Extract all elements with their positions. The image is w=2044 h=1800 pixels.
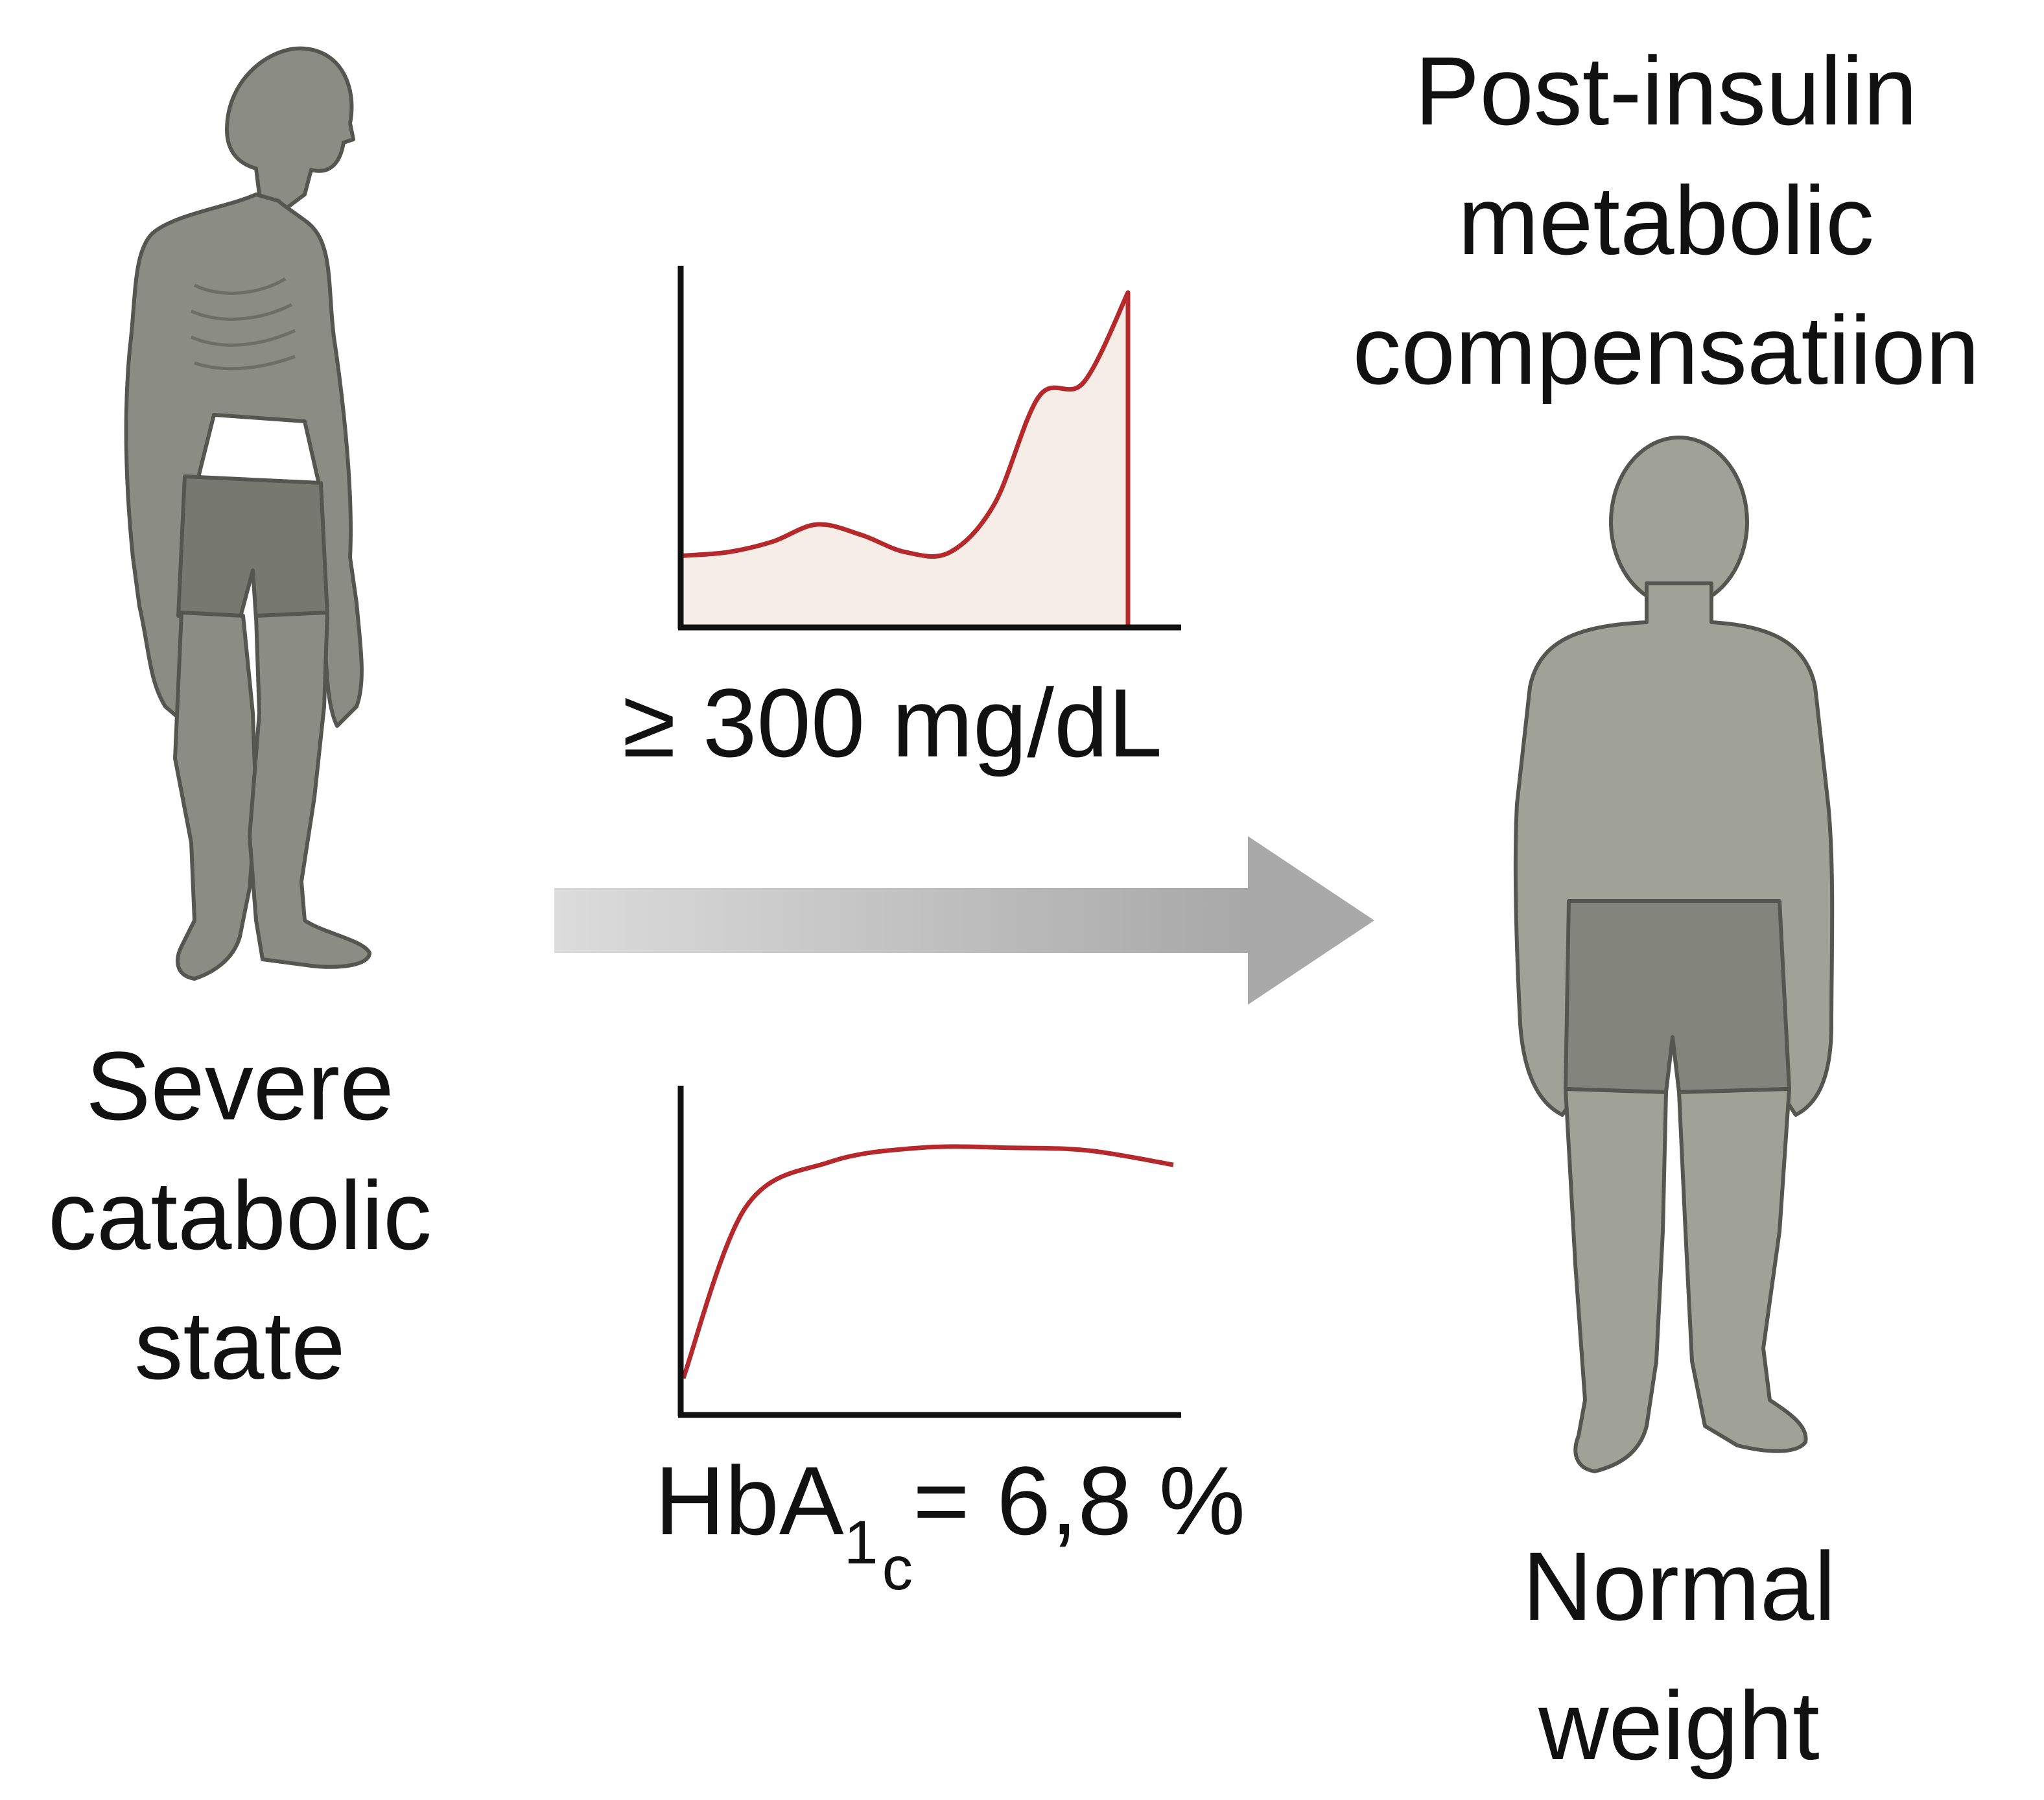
glucose-curve-fill bbox=[683, 292, 1128, 625]
hba1c-value-label: HbA1c= 6,8 % bbox=[655, 1452, 1303, 1600]
normal-weight-label: Normal weight bbox=[1446, 1517, 1912, 1795]
hba1c-label-main: HbA bbox=[655, 1446, 844, 1555]
right-label-line-2: weight bbox=[1538, 1671, 1820, 1780]
right-title-line-3: compensatiion bbox=[1352, 296, 1980, 404]
hba1c-label-rest: = 6,8 % bbox=[913, 1446, 1245, 1555]
glucose-curve bbox=[683, 290, 1131, 625]
right-title-line-1: Post-insulin bbox=[1415, 36, 1918, 145]
left-label-line-1: Severe bbox=[86, 1031, 394, 1140]
glucose-threshold-label: ≥ 300 mg/dL bbox=[622, 668, 1162, 777]
right-arrow bbox=[554, 836, 1374, 1005]
right-label-line-1: Normal bbox=[1522, 1532, 1836, 1641]
hba1c-label-sub2: c bbox=[882, 1534, 913, 1603]
thin-person-figure bbox=[124, 46, 371, 981]
hba1c-chart bbox=[677, 1086, 1181, 1418]
post-insulin-title: Post-insulin metabolic compensatiion bbox=[1290, 26, 2042, 415]
normal-weight-person-figure bbox=[1513, 436, 1835, 1473]
glucose-chart bbox=[677, 266, 1181, 631]
hba1c-curve bbox=[681, 1144, 1174, 1379]
hba1c-label-sub1: 1 bbox=[843, 1508, 878, 1577]
left-label-line-2: catabolic bbox=[47, 1161, 432, 1270]
severe-catabolic-state-label: Severe catabolic state bbox=[0, 1021, 480, 1410]
left-label-line-3: state bbox=[134, 1291, 346, 1399]
right-title-line-2: metabolic bbox=[1458, 166, 1874, 275]
